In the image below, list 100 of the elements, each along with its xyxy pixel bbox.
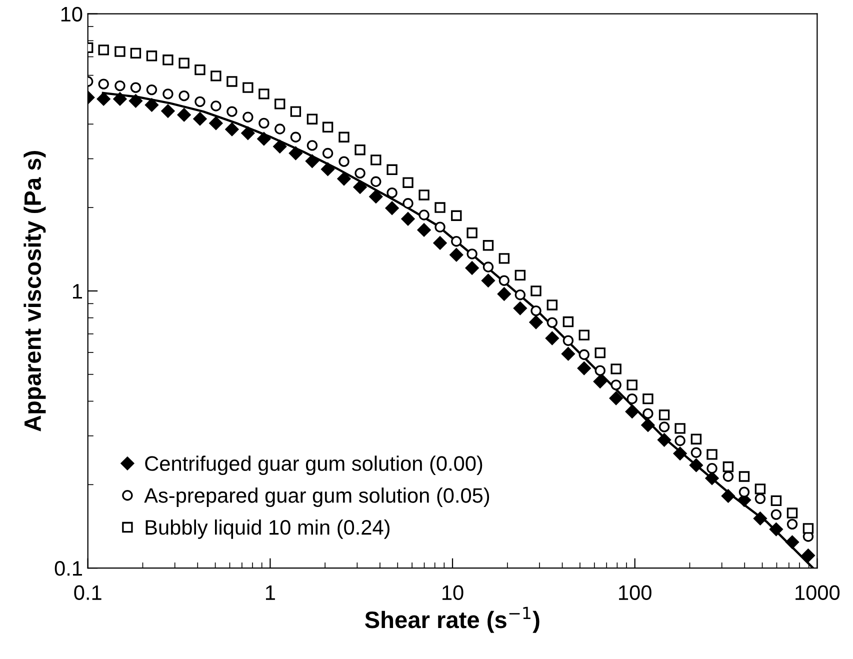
- x-tick-label: 100: [619, 585, 652, 600]
- point: [242, 112, 254, 122]
- point: [178, 90, 190, 102]
- point: [96, 92, 110, 106]
- point: [498, 275, 510, 286]
- point: [113, 92, 127, 106]
- point: [497, 287, 511, 301]
- point: [721, 489, 735, 503]
- point: [210, 100, 222, 112]
- point: [674, 423, 686, 434]
- point: [146, 84, 158, 96]
- point: [738, 471, 750, 482]
- point: [433, 236, 447, 250]
- point: [451, 210, 462, 221]
- point: [451, 236, 462, 247]
- y-tick-label: 1: [73, 284, 82, 298]
- point: [465, 261, 479, 275]
- point: [722, 461, 734, 472]
- point: [162, 88, 174, 100]
- point: [146, 50, 158, 62]
- point: [786, 535, 799, 549]
- point: [673, 446, 687, 460]
- point: [274, 124, 286, 134]
- point: [578, 330, 590, 340]
- point: [594, 365, 606, 376]
- point: [802, 523, 814, 534]
- point: [128, 94, 142, 108]
- point: [642, 393, 654, 404]
- point: [674, 435, 686, 446]
- point: [337, 172, 351, 186]
- point: [529, 316, 543, 329]
- point: [594, 347, 606, 358]
- point: [226, 106, 238, 117]
- point: [226, 76, 238, 87]
- point: [658, 410, 670, 420]
- point: [770, 495, 782, 506]
- point: [658, 433, 671, 447]
- point: [417, 223, 431, 237]
- point: [546, 317, 558, 328]
- point: [177, 108, 191, 122]
- point: [418, 210, 430, 220]
- point: [513, 302, 527, 315]
- point: [370, 176, 382, 187]
- point: [225, 122, 239, 136]
- point: [338, 132, 350, 142]
- y-axis-title: Apparent viscosity (Pa s): [24, 151, 46, 432]
- point: [306, 114, 318, 124]
- point: [418, 190, 430, 200]
- point: [482, 240, 494, 251]
- point: [288, 146, 302, 160]
- y-tick-label: 10: [61, 6, 82, 22]
- point: [353, 180, 367, 194]
- point: [722, 471, 734, 482]
- point: [578, 349, 590, 360]
- point: [322, 122, 334, 133]
- point: [370, 154, 382, 166]
- x-tick-label: 10: [442, 585, 464, 600]
- point: [577, 362, 591, 375]
- y-tick-label: 0.1: [54, 561, 82, 576]
- point: [642, 408, 654, 419]
- point: [321, 162, 335, 176]
- point: [801, 548, 815, 562]
- point: [161, 104, 175, 118]
- point: [625, 404, 639, 418]
- point: [178, 58, 190, 68]
- point: [305, 154, 319, 168]
- point: [144, 98, 158, 112]
- point: [450, 248, 464, 262]
- point: [562, 335, 574, 346]
- point: [194, 96, 206, 108]
- point: [706, 449, 718, 460]
- point: [593, 374, 607, 388]
- point: [482, 262, 494, 272]
- point: [434, 202, 446, 213]
- point: [114, 46, 126, 57]
- point: [530, 286, 542, 296]
- point: [209, 116, 223, 130]
- point: [114, 80, 126, 92]
- point: [162, 54, 174, 66]
- point: [402, 177, 414, 188]
- point: [514, 290, 526, 300]
- point: [770, 509, 782, 520]
- point: [273, 140, 287, 154]
- point: [641, 418, 655, 432]
- point: [562, 316, 574, 328]
- point: [369, 190, 383, 204]
- point: [130, 48, 142, 59]
- point: [258, 118, 270, 129]
- point: [258, 88, 270, 100]
- point: [322, 148, 334, 159]
- point: [290, 106, 302, 117]
- point: [354, 144, 366, 156]
- point: [690, 434, 702, 444]
- point: [354, 168, 366, 179]
- point: [241, 126, 255, 140]
- point: [754, 493, 766, 504]
- point: [386, 164, 398, 175]
- point: [466, 228, 478, 238]
- point: [98, 44, 109, 56]
- point: [545, 332, 559, 345]
